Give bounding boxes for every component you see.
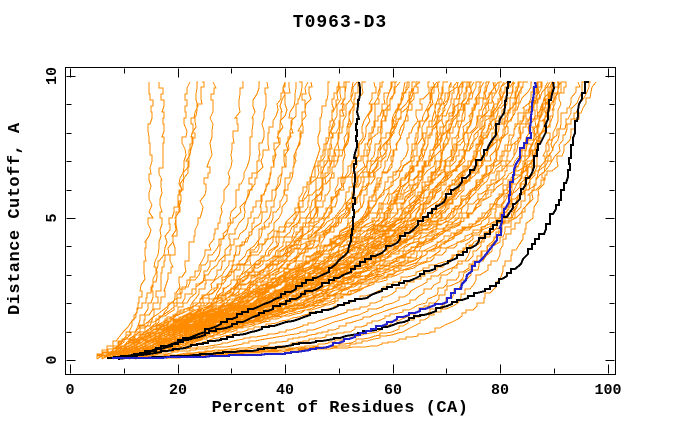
- highlight-curve: [123, 81, 589, 359]
- ensemble-curve: [101, 81, 244, 360]
- ensemble-curve: [107, 81, 532, 360]
- ensemble-curve: [96, 81, 340, 359]
- ensemble-curve: [96, 81, 269, 360]
- ensemble-curve: [134, 81, 597, 360]
- highlight-curve: [107, 81, 361, 359]
- highlight-curve: [112, 81, 511, 359]
- ensemble-curve: [107, 82, 452, 360]
- x-axis-label: Percent of Residues (CA): [211, 399, 469, 418]
- ensemble-curve: [117, 81, 581, 359]
- ensemble-curve: [128, 81, 591, 359]
- ensemble-curve: [96, 82, 286, 359]
- plot-title: T0963-D3: [292, 13, 388, 33]
- x-tick-label: 0: [65, 382, 74, 399]
- ensemble-curve: [101, 81, 395, 360]
- ensemble-curve: [166, 81, 567, 359]
- ensemble-curve: [96, 81, 199, 359]
- ensemble-curve: [96, 82, 165, 359]
- y-tick-label: 10: [44, 67, 61, 85]
- x-tick-label: 20: [169, 382, 187, 399]
- ensemble-curve: [107, 81, 436, 359]
- ensemble-curve: [101, 81, 511, 359]
- ensemble-curve: [134, 82, 543, 360]
- y-tick-label: 5: [44, 213, 61, 222]
- plot-frame: [65, 67, 616, 375]
- ensemble-curve: [117, 81, 508, 360]
- reference-curve: [111, 81, 538, 360]
- ensemble-curve: [107, 81, 347, 360]
- ensemble-curve: [112, 81, 528, 359]
- x-tick-label: 80: [491, 382, 509, 399]
- ensemble-curve: [101, 81, 459, 360]
- ensemble-curve: [155, 82, 559, 359]
- x-tick-label: 100: [594, 382, 621, 399]
- y-tick-label: 0: [44, 355, 61, 364]
- highlight-curve: [117, 81, 556, 360]
- ensemble-curve: [107, 81, 415, 360]
- ensemble-curve: [101, 81, 421, 360]
- x-tick-label: 60: [384, 382, 402, 399]
- ensemble-curve: [117, 81, 539, 360]
- ensemble-curve: [101, 81, 439, 360]
- x-tick-label: 40: [276, 382, 294, 399]
- y-axis-label: Distance Cutoff, A: [6, 122, 25, 315]
